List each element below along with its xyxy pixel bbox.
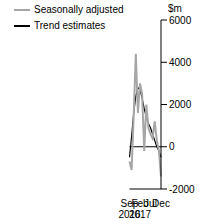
html-text:Trend estimates: Trend estimates — [34, 19, 106, 31]
html-text:$m: $m — [168, 3, 182, 14]
svg-text:0: 0 — [169, 141, 175, 152]
html-text:Seasonally adjusted: Seasonally adjusted — [34, 3, 124, 15]
svg-text:4000: 4000 — [169, 57, 191, 68]
svg-text:Dec: Dec — [152, 198, 170, 209]
svg-text:Jul: Jul — [144, 198, 157, 209]
svg-text:-2000: -2000 — [169, 184, 191, 195]
svg-text:2000: 2000 — [169, 99, 191, 110]
svg-text:6000: 6000 — [169, 15, 191, 26]
